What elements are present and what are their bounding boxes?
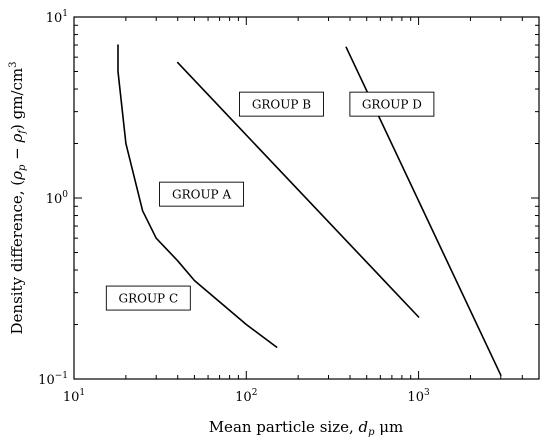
group-label-text: GROUP B xyxy=(252,98,311,112)
y-axis-label: Density difference, (ρp − ρf) gm/cm3 xyxy=(8,61,28,334)
x-tick-label: 103 xyxy=(407,388,430,405)
y-tick-label: 100 xyxy=(46,190,69,207)
group-label-box xyxy=(349,91,435,117)
boundary-line-1 xyxy=(117,44,278,348)
group-label-box xyxy=(239,91,324,117)
group-annotation: GROUP B xyxy=(239,91,324,117)
group-label-text: GROUP D xyxy=(362,98,422,112)
group-label-text: GROUP C xyxy=(118,292,178,306)
annotation-layer: GROUP A GROUP B GROUP C GROUP D xyxy=(105,91,435,311)
ticks xyxy=(73,16,540,380)
group-annotation: GROUP A xyxy=(159,181,245,207)
y-tick-label: 101 xyxy=(46,9,68,26)
group-label-box xyxy=(159,181,245,207)
x-tick-label: 102 xyxy=(235,388,257,405)
boundary-line-2 xyxy=(176,61,420,318)
group-annotation: GROUP C xyxy=(105,285,191,311)
tick-labels: 101 102 103 10−1 100 101 xyxy=(38,9,430,405)
y-tick-label: 10−1 xyxy=(38,371,68,388)
group-label-box xyxy=(105,285,191,311)
x-axis-label: Mean particle size, dp μm xyxy=(209,418,404,438)
x-tick-label: 101 xyxy=(63,388,85,405)
group-annotation: GROUP D xyxy=(349,91,435,117)
group-label-text: GROUP A xyxy=(172,188,231,202)
